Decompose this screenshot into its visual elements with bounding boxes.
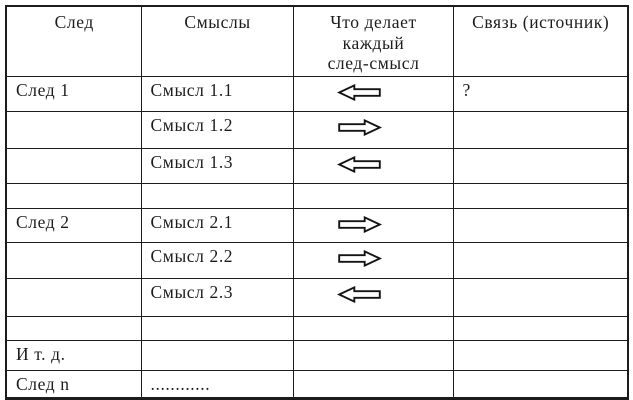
meaning-label: Смысл 1.2	[150, 114, 234, 135]
column-header-label: Смыслы	[184, 12, 251, 32]
meaning-label: Смысл 2.1	[150, 211, 234, 232]
meaning-cell: Смысл 1.2	[140, 110, 294, 149]
table-row: И т. д.	[5, 339, 629, 371]
arrow-cell	[292, 339, 454, 371]
arrow-cell	[292, 241, 454, 279]
trace-cell	[5, 277, 142, 317]
column-header-link-source: Связь (источник)	[452, 5, 629, 77]
trace-label: След 1	[16, 79, 70, 100]
link-source-cell	[452, 207, 629, 243]
table-row: Смысл 2.3	[5, 277, 629, 317]
meaning-cell: Смысл 1.3	[140, 147, 294, 184]
trace-table-body: След 1 Смысл 1.1 ? Смысл 1.2	[5, 75, 629, 399]
trace-label: След n	[16, 373, 70, 394]
trace-cell: След 1	[5, 75, 142, 112]
meaning-cell: Смысл 2.1	[140, 207, 294, 243]
table-row: Смысл 1.3	[5, 147, 629, 184]
link-source-cell	[452, 241, 629, 279]
left-block-arrow-icon	[337, 83, 382, 101]
trace-cell	[5, 182, 142, 209]
trace-cell: И т. д.	[5, 339, 142, 371]
table-row: След 1 Смысл 1.1 ?	[5, 75, 629, 112]
column-header-label: Что делает каждый след-смысл	[327, 12, 420, 74]
table-row: Смысл 1.2	[5, 110, 629, 149]
link-source-label: ?	[462, 79, 471, 100]
trace-cell	[5, 241, 142, 279]
arrow-cell	[292, 147, 454, 184]
arrow-cell	[292, 182, 454, 209]
meaning-cell	[140, 182, 294, 209]
table-row	[5, 315, 629, 341]
meaning-cell: Смысл 1.1	[140, 75, 294, 112]
link-source-cell: ?	[452, 75, 629, 112]
meaning-label: Смысл 1.1	[150, 79, 234, 100]
meaning-cell: Смысл 2.3	[140, 277, 294, 317]
meaning-label: Смысл 2.3	[150, 281, 234, 302]
link-source-cell	[452, 182, 629, 209]
meaning-cell	[140, 339, 294, 371]
arrow-cell	[292, 277, 454, 317]
right-block-arrow-icon	[337, 215, 382, 233]
trace-cell	[5, 147, 142, 184]
meaning-label: Смысл 1.3	[150, 151, 234, 172]
header-row: След Смыслы Что делает каждый след-смысл…	[5, 5, 629, 77]
meaning-cell: Смысл 2.2	[140, 241, 294, 279]
arrow-cell	[292, 110, 454, 149]
table-row: Смысл 2.2	[5, 241, 629, 279]
trace-cell: След 2	[5, 207, 142, 243]
meaning-label: Смысл 2.2	[150, 245, 234, 266]
column-header-meanings: Смыслы	[140, 5, 294, 77]
meaning-label: ............	[150, 373, 211, 394]
trace-meaning-table: След Смыслы Что делает каждый след-смысл…	[5, 5, 629, 400]
link-source-cell	[452, 110, 629, 149]
trace-label: И т. д.	[16, 343, 66, 364]
arrow-cell	[292, 315, 454, 341]
table-container: След Смыслы Что делает каждый след-смысл…	[5, 5, 629, 400]
arrow-cell	[292, 207, 454, 243]
link-source-cell	[452, 315, 629, 341]
arrow-cell	[292, 75, 454, 112]
right-block-arrow-icon	[337, 249, 382, 267]
left-block-arrow-icon	[337, 285, 382, 303]
column-header-action: Что делает каждый след-смысл	[292, 5, 454, 77]
meaning-cell: ............	[140, 369, 294, 399]
column-header-label: След	[54, 12, 94, 32]
table-row: След n ............	[5, 369, 629, 399]
left-block-arrow-icon	[337, 155, 382, 173]
link-source-cell	[452, 339, 629, 371]
link-source-cell	[452, 277, 629, 317]
trace-label: След 2	[16, 211, 70, 232]
trace-cell: След n	[5, 369, 142, 399]
right-block-arrow-icon	[337, 118, 382, 136]
table-row	[5, 182, 629, 209]
link-source-cell	[452, 369, 629, 399]
trace-cell	[5, 110, 142, 149]
arrow-cell	[292, 369, 454, 399]
column-header-trace: След	[5, 5, 142, 77]
table-row: След 2 Смысл 2.1	[5, 207, 629, 243]
column-header-label: Связь (источник)	[472, 12, 610, 32]
meaning-cell	[140, 315, 294, 341]
trace-cell	[5, 315, 142, 341]
link-source-cell	[452, 147, 629, 184]
